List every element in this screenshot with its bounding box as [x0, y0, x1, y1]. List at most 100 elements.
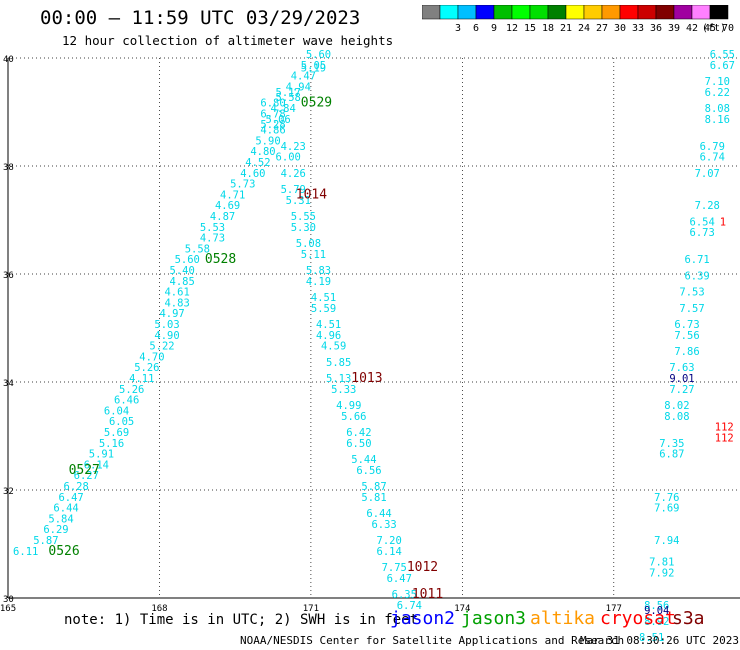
wave-height-point-extreme: 112 [715, 432, 734, 444]
wave-height-point: 5.60 [306, 49, 331, 61]
wave-height-point: 8.92 [644, 616, 669, 628]
wave-height-point: 5.44 [351, 454, 376, 466]
wave-height-point: 5.87 [361, 481, 386, 493]
satellite-jason3: jason3 [461, 608, 527, 629]
wave-height-point: 7.81 [649, 557, 674, 569]
wave-height-point: 5.79 [281, 184, 306, 196]
track-time-label: 0526 [48, 544, 79, 559]
legend-swatch [709, 5, 729, 20]
legend-swatch [565, 5, 585, 20]
wave-height-point: 4.11 [129, 373, 154, 385]
wave-height-point: 7.35 [659, 438, 684, 450]
color-legend: 3 6 9 12 15 18 21 24 27 30 33 36 39 42 45 70(ft) [422, 5, 734, 34]
wave-height-point: 4.51 [311, 292, 336, 304]
chart-title: 00:00 – 11:59 UTC 03/29/2023 [40, 7, 361, 29]
wave-height-point: 4.94 [286, 81, 311, 93]
wave-height-point: 5.03 [154, 319, 179, 331]
wave-height-point: 6.28 [64, 481, 89, 493]
wave-height-point: 6.71 [684, 254, 709, 266]
wave-height-point: 5.19 [301, 63, 326, 75]
wave-height-point: 7.20 [377, 535, 402, 547]
wave-height-point: 6.29 [43, 524, 68, 536]
wave-height-point: 5.84 [48, 513, 73, 525]
wave-height-point: 4.51 [316, 319, 341, 331]
track-time-label: 1013 [351, 371, 382, 386]
x-tick-label: 171 [303, 604, 319, 614]
legend-label: 15 [524, 23, 536, 34]
wave-height-point: 7.76 [654, 492, 679, 504]
wave-height-point: 6.56 [356, 465, 381, 477]
wave-height-point: 5.31 [286, 195, 311, 207]
satellite-jason2: jason2 [390, 608, 456, 629]
wave-height-point: 6.47 [58, 492, 83, 504]
credit-line: NOAA/NESDIS Center for Satellite Applica… [240, 634, 625, 647]
legend-label: 9 [491, 23, 497, 34]
wave-height-point: 7.10 [705, 76, 730, 88]
x-tick-label: 165 [0, 604, 16, 614]
legend-swatch [493, 5, 513, 20]
legend-swatch [637, 5, 657, 20]
track-time-label: 1012 [407, 560, 438, 575]
wave-height-point: 5.13 [326, 373, 351, 385]
wave-height-point: 6.14 [377, 546, 402, 558]
wave-height-point: 4.73 [200, 233, 225, 245]
legend-swatch [583, 5, 603, 20]
track-time-label: 0527 [69, 463, 100, 478]
wave-height-point: 4.87 [210, 211, 235, 223]
wave-height-point: 6.22 [705, 87, 730, 99]
wave-height-point: 5.66 [341, 411, 366, 423]
wave-height-point: 4.90 [154, 330, 179, 342]
wave-height-point: 4.86 [260, 125, 285, 137]
satellite-s3a: s3a [672, 608, 705, 629]
wave-height-point: 6.50 [346, 438, 371, 450]
legend-label: 70 [722, 23, 734, 34]
wave-height-point: 5.90 [255, 135, 280, 147]
legend-label: 30 [614, 23, 626, 34]
wave-height-point: 6.44 [366, 508, 391, 520]
wave-height-point: 6.74 [397, 600, 422, 612]
legend-label: 12 [506, 23, 518, 34]
wave-height-point: 4.61 [164, 287, 189, 299]
legend-swatch [691, 5, 711, 20]
wave-height-point: 5.06 [265, 114, 290, 126]
legend-swatch [475, 5, 495, 20]
wave-height-point: 5.26 [134, 362, 159, 374]
satellite-altika: altika [530, 608, 596, 629]
wave-height-point: 5.81 [361, 492, 386, 504]
wave-height-point: 4.84 [271, 103, 296, 115]
x-tick-label: 177 [606, 604, 622, 614]
legend-label: 33 [632, 23, 644, 34]
wave-height-point-high: 9.01 [669, 373, 694, 385]
wave-height-point: 6.67 [710, 60, 735, 72]
y-tick-label: 30 [3, 595, 14, 605]
wave-height-point: 7.27 [669, 384, 694, 396]
legend-swatch [655, 5, 675, 20]
legend-swatch [422, 5, 441, 20]
track-time-label: 0528 [205, 252, 236, 267]
chart-subtitle: 12 hour collection of altimeter wave hei… [62, 33, 394, 48]
wave-height-point: 5.85 [326, 357, 351, 369]
wave-height-point: 5.83 [306, 265, 331, 277]
wave-height-point-extreme: 112 [715, 422, 734, 434]
footnote: note: 1) Time is in UTC; 2) SWH is in fe… [64, 612, 419, 628]
wave-height-point: 8.08 [664, 411, 689, 423]
wave-height-point: 6.55 [710, 49, 735, 61]
legend-swatch [673, 5, 693, 20]
legend-label: 21 [560, 23, 572, 34]
legend-swatch [601, 5, 621, 20]
wave-height-point: 5.16 [99, 438, 124, 450]
generated-timestamp: Mar 31 08:30:26 UTC 2023 [580, 634, 739, 647]
wave-height-point: 6.78 [260, 108, 285, 120]
wave-height-point: 8.56 [644, 600, 669, 612]
wave-height-point: 4.60 [240, 168, 265, 180]
wave-height-point: 6.35 [392, 589, 417, 601]
wave-height-point: 4.23 [281, 141, 306, 153]
wave-height-point: 4.69 [215, 200, 240, 212]
wave-height-point: 5.60 [175, 254, 200, 266]
wave-height-point: 6.80 [260, 98, 285, 110]
wave-height-point: 4.26 [281, 168, 306, 180]
wave-height-point: 5.58 [276, 92, 301, 104]
wave-height-point: 4.99 [336, 400, 361, 412]
legend-label: 45 [704, 23, 716, 34]
wave-height-point: 7.69 [654, 503, 679, 515]
